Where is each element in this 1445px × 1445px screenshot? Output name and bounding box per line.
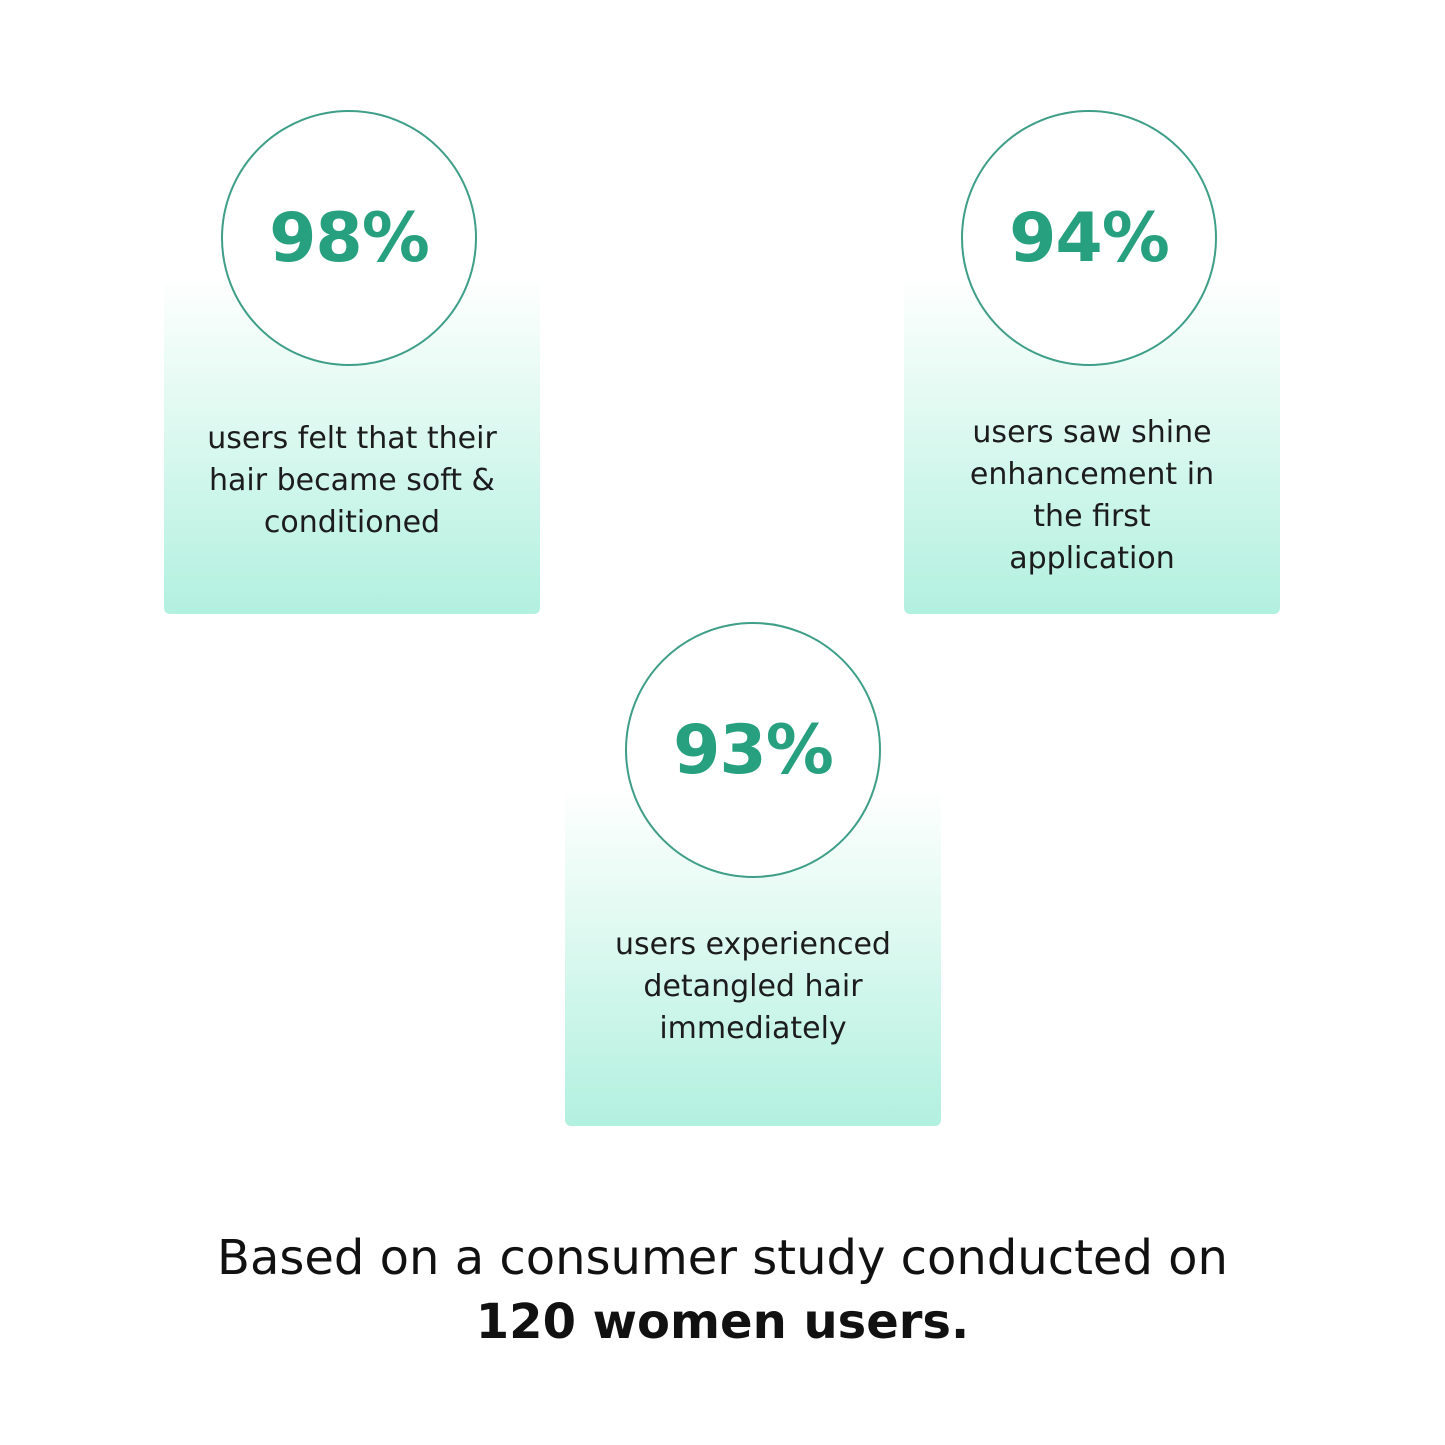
stat-circle: 94% bbox=[961, 110, 1217, 366]
desc-line: users saw shine bbox=[972, 415, 1212, 450]
desc-line: conditioned bbox=[263, 505, 441, 540]
desc-line: users experienced bbox=[615, 927, 891, 962]
stat-description: users experienced detangled hair immedia… bbox=[565, 924, 941, 1050]
stat-value: 98% bbox=[269, 198, 430, 278]
stat-circle: 93% bbox=[625, 622, 881, 878]
desc-line: application bbox=[1009, 541, 1175, 576]
footer-note-bold: 120 women users. bbox=[475, 1294, 970, 1350]
stat-circle: 98% bbox=[221, 110, 477, 366]
stat-description: users felt that their hair became soft &… bbox=[164, 418, 540, 544]
desc-line: hair became soft & bbox=[209, 463, 495, 498]
stat-value: 93% bbox=[673, 710, 834, 790]
desc-line: detangled hair bbox=[643, 969, 863, 1004]
footer-note: Based on a consumer study conducted on bbox=[217, 1230, 1228, 1286]
stat-description: users saw shine enhancement in the first… bbox=[904, 412, 1280, 580]
desc-line: users felt that their bbox=[207, 421, 497, 456]
desc-line: enhancement in bbox=[969, 457, 1215, 492]
desc-line: immediately bbox=[659, 1011, 847, 1046]
stat-value: 94% bbox=[1009, 198, 1170, 278]
desc-line: the first bbox=[1033, 499, 1151, 534]
